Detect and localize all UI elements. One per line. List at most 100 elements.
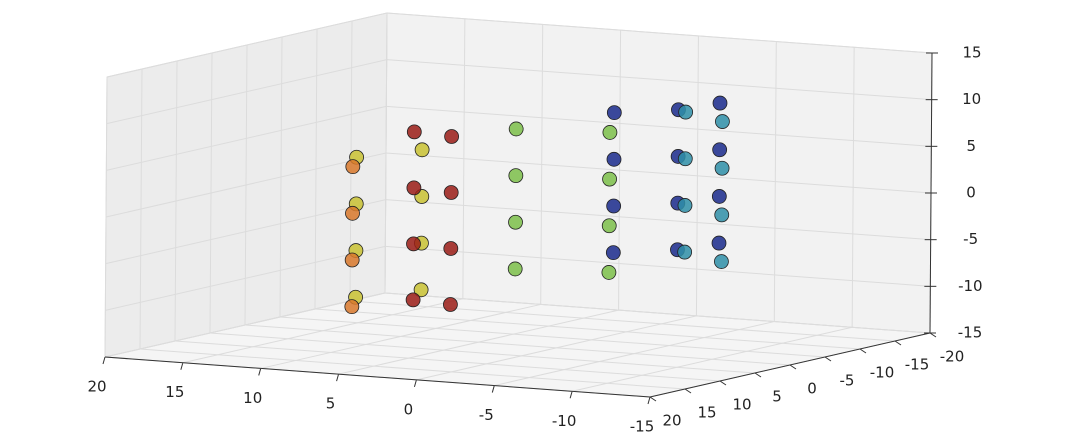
z-tick-label: 5 — [967, 137, 977, 155]
z-tick-label: -5 — [963, 230, 978, 248]
grid-line — [174, 340, 721, 382]
point — [443, 297, 458, 312]
point — [414, 142, 430, 158]
grid-line — [244, 324, 791, 366]
z-tick-label: 0 — [966, 184, 976, 202]
z-tick-label: -10 — [958, 277, 983, 295]
x-tick-label: 0 — [404, 400, 414, 418]
point — [344, 252, 360, 268]
point — [714, 160, 730, 176]
grid-line — [106, 12, 388, 78]
axis-line — [649, 332, 931, 398]
tick-mark — [102, 356, 106, 365]
grid-line — [386, 59, 932, 101]
grid-line — [386, 105, 932, 147]
point — [678, 104, 694, 120]
x-tick-label: 5 — [326, 395, 336, 413]
point — [602, 171, 617, 187]
point — [345, 159, 361, 175]
tick-mark — [413, 379, 417, 387]
x-tick-label: -15 — [630, 418, 655, 436]
grid-line — [279, 316, 826, 358]
tick-mark — [859, 348, 867, 354]
tick-mark — [789, 364, 797, 370]
grid-line — [105, 199, 386, 265]
tick-mark — [754, 372, 762, 378]
point — [677, 244, 693, 260]
point — [601, 218, 617, 234]
point — [711, 235, 727, 251]
point — [711, 189, 727, 204]
z-tick-label: 15 — [962, 44, 981, 62]
z-tick-label: 10 — [962, 90, 981, 108]
tick-mark — [649, 396, 657, 402]
point — [712, 142, 728, 158]
tick-mark — [647, 396, 651, 405]
tick-mark — [929, 332, 937, 338]
point — [601, 265, 617, 280]
axis-line — [929, 52, 933, 334]
tick-mark — [569, 391, 573, 399]
y-tick-label: 15 — [697, 404, 716, 422]
point — [406, 180, 422, 196]
grid-line — [385, 199, 931, 241]
y-tick-label: -10 — [870, 364, 895, 382]
grid-line — [349, 300, 896, 342]
x-tick-label: 10 — [243, 389, 262, 407]
point — [413, 282, 429, 298]
point — [508, 121, 524, 137]
grid-line — [385, 152, 932, 194]
point — [677, 151, 693, 167]
point — [606, 198, 622, 214]
y-tick-label: 0 — [807, 380, 817, 398]
axis-line — [104, 356, 651, 398]
point — [443, 185, 459, 200]
point — [345, 205, 360, 221]
tick-mark — [894, 340, 902, 346]
tick-mark — [258, 368, 262, 376]
point — [406, 236, 421, 252]
point — [508, 168, 524, 183]
y-tick-label: -5 — [840, 372, 855, 390]
grid-line — [105, 152, 387, 218]
grid-line — [104, 292, 386, 358]
y-tick-label: -15 — [905, 356, 930, 374]
point — [677, 198, 693, 213]
grid-line — [106, 105, 387, 171]
x-tick-label: 15 — [165, 383, 184, 401]
point — [443, 241, 459, 256]
x-tick-label: 20 — [87, 378, 106, 396]
tick-mark — [336, 374, 340, 382]
point — [714, 254, 729, 269]
y-tick-label: 20 — [662, 412, 681, 430]
tick-mark — [824, 356, 832, 362]
grid-line — [105, 245, 386, 311]
point — [712, 95, 728, 111]
y-tick-label: 5 — [772, 388, 782, 406]
x-tick-label: -5 — [479, 406, 494, 424]
point — [444, 129, 460, 144]
grid-line — [209, 332, 756, 374]
grid-line — [385, 245, 931, 287]
tick-mark — [491, 385, 495, 393]
point — [508, 214, 523, 230]
point — [602, 125, 618, 140]
point — [606, 105, 622, 121]
tick-mark — [180, 362, 184, 370]
point — [344, 299, 360, 315]
tick-mark — [684, 388, 692, 394]
y-tick-label: 10 — [732, 396, 751, 414]
point — [715, 114, 730, 129]
point — [405, 292, 421, 308]
point — [406, 124, 422, 140]
x-tick-label: -10 — [552, 412, 577, 430]
grid-line — [139, 348, 686, 390]
point — [605, 245, 621, 261]
z-tick-label: -15 — [958, 324, 983, 342]
point — [507, 261, 523, 277]
grid-line — [314, 308, 861, 350]
grid-line — [384, 292, 931, 334]
point — [606, 151, 622, 167]
point — [714, 207, 730, 223]
